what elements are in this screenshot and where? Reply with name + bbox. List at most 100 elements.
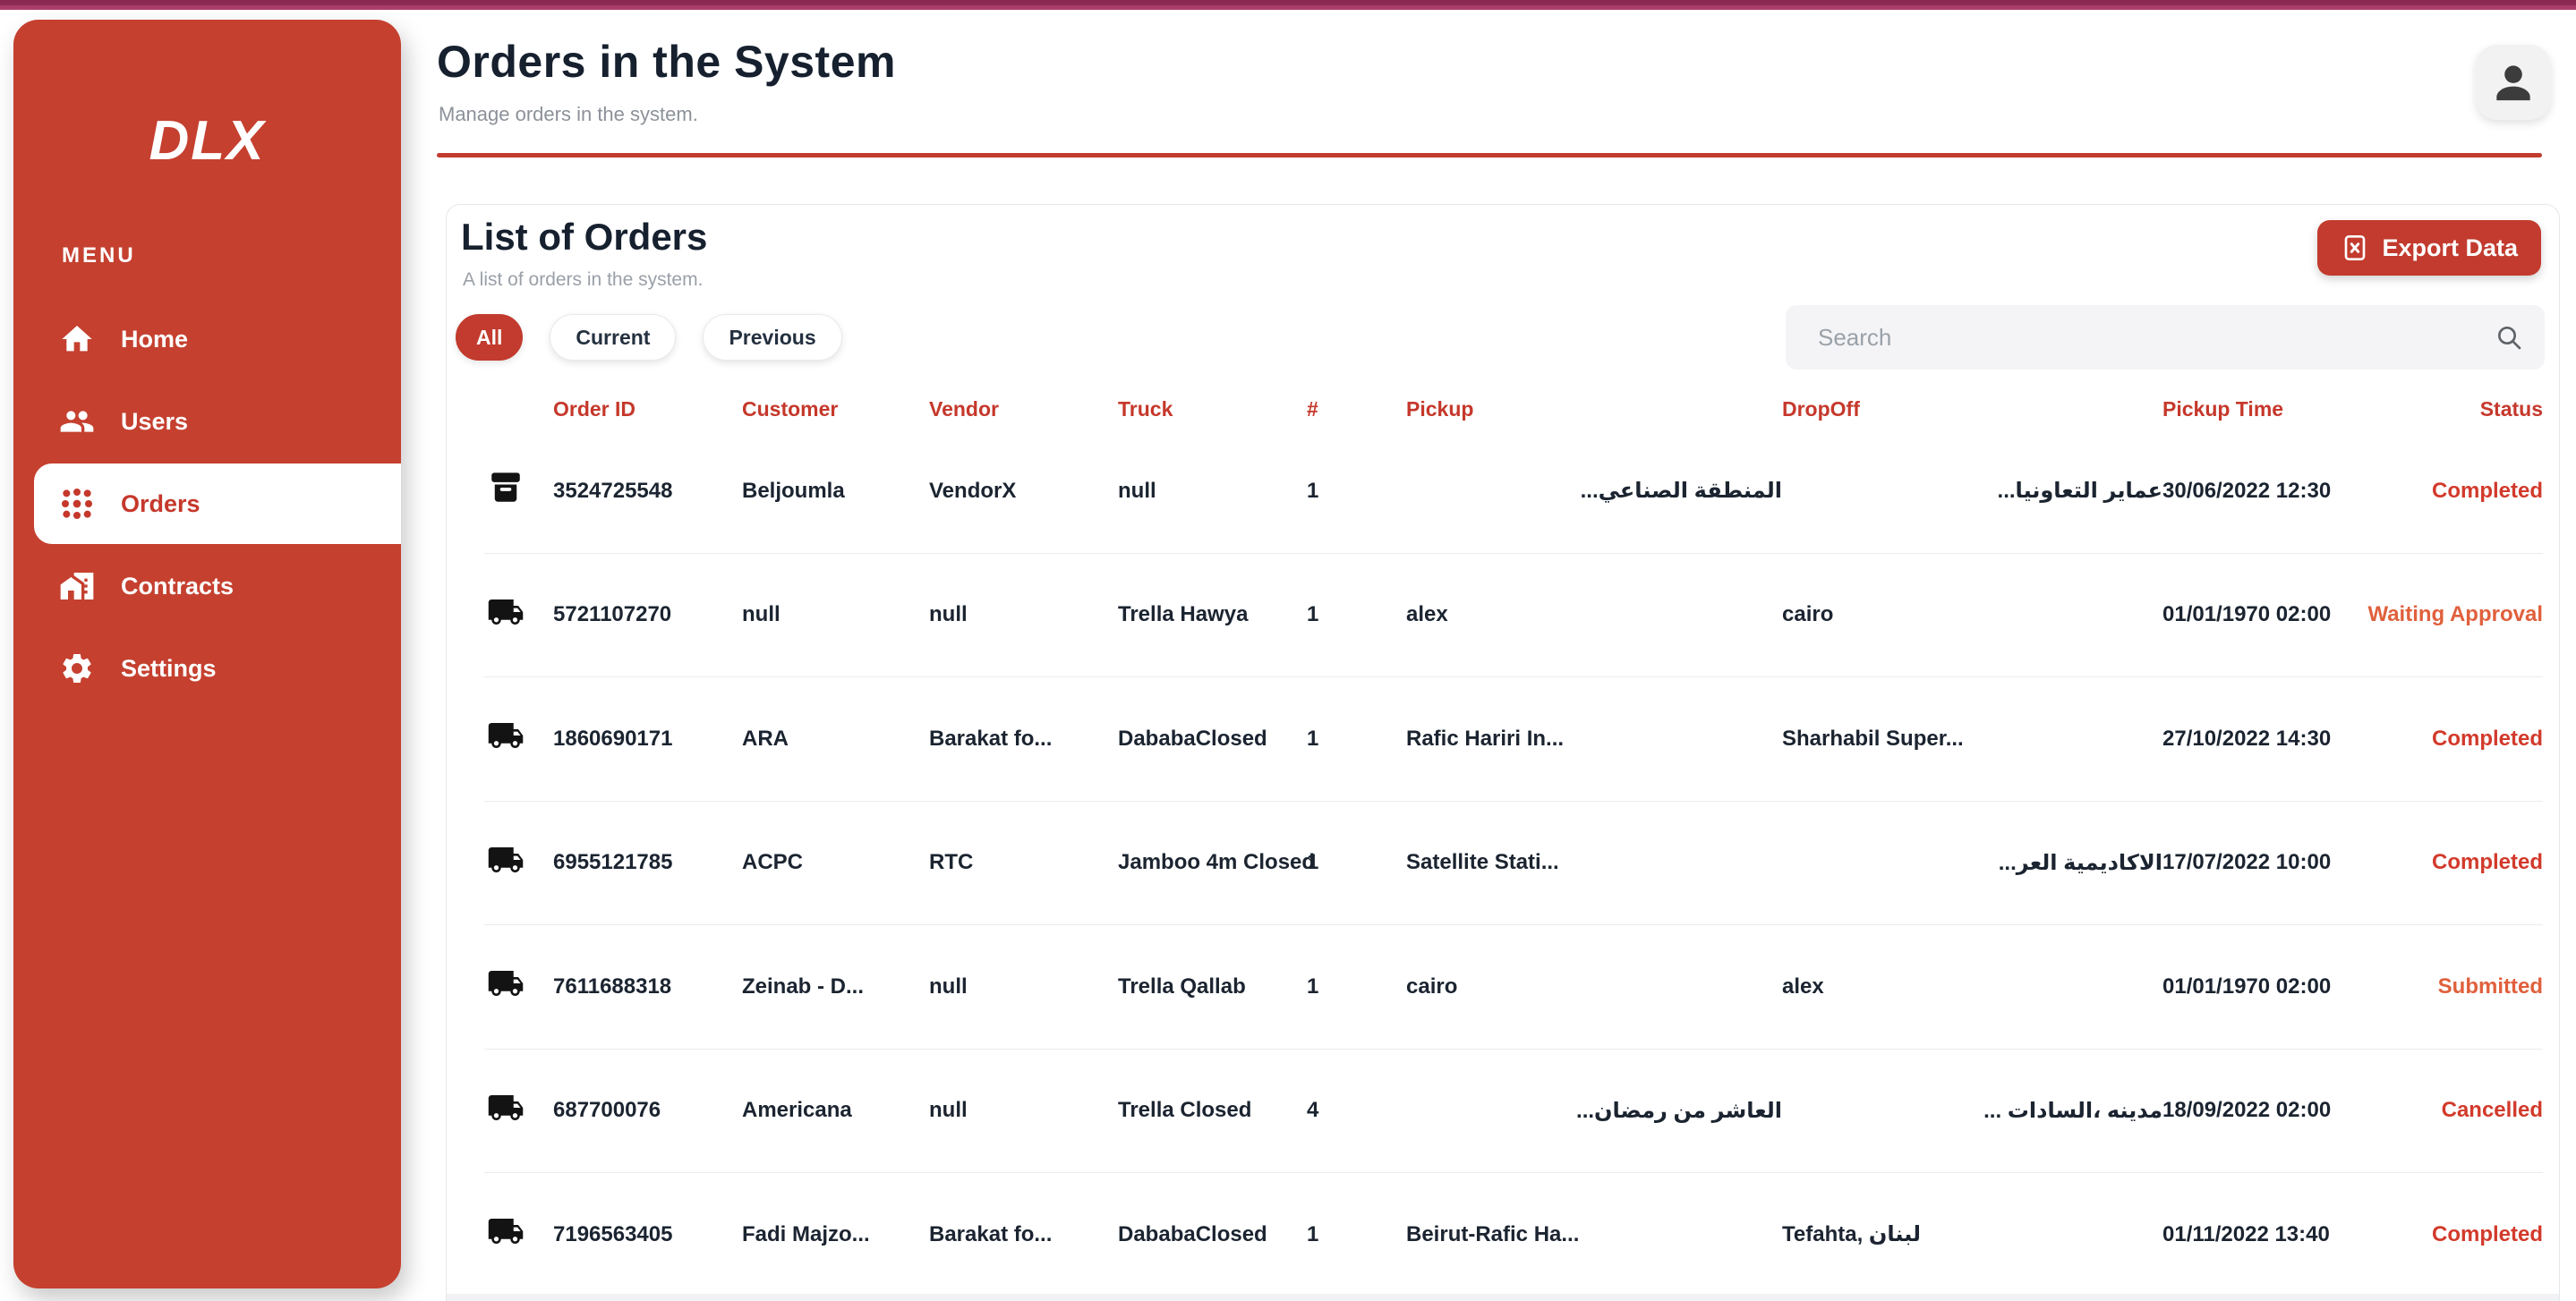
sidebar-item-label: Home xyxy=(121,325,189,353)
cell-qty: 4 xyxy=(1307,1098,1319,1123)
person-icon xyxy=(2496,65,2530,101)
cell-order_id: 7611688318 xyxy=(553,974,672,999)
filter-chip-previous[interactable]: Previous xyxy=(703,314,842,361)
cell-qty: 1 xyxy=(1307,726,1319,751)
table-row[interactable]: 7611688318 Zeinab - D... null Trella Qallab… xyxy=(484,925,2543,1050)
sidebar-item-users[interactable]: Users xyxy=(13,381,401,462)
cell-vendor: null xyxy=(929,1098,968,1123)
export-data-button[interactable]: Export Data xyxy=(2317,220,2541,276)
cell-truck: DababaClosed xyxy=(1118,1221,1267,1246)
cell-order_id: 1860690171 xyxy=(553,726,673,751)
cell-dropoff: Sharhabil Super... xyxy=(1782,726,1964,751)
card-subtitle: A list of orders in the system. xyxy=(463,269,704,290)
filter-chip-all[interactable]: All xyxy=(456,314,524,361)
cell-pickup_time: 01/01/1970 02:00 xyxy=(2162,974,2332,999)
cell-pickup_time: 17/07/2022 10:00 xyxy=(2162,850,2332,875)
cell-dropoff: Tefahta, لبنان xyxy=(1782,1222,1922,1247)
orders-icon xyxy=(58,485,96,523)
package-icon xyxy=(484,469,553,513)
filter-chips: All Current Previous xyxy=(456,314,842,361)
cell-qty: 1 xyxy=(1307,478,1319,503)
cell-customer: Fadi Majzo... xyxy=(742,1221,870,1246)
cell-status: Completed xyxy=(2431,1221,2543,1246)
menu-section-label: MENU xyxy=(62,243,136,268)
cell-pickup: Rafic Hariri In... xyxy=(1406,726,1565,751)
sidebar-item-label: Contracts xyxy=(121,572,235,599)
col-header-truck: Truck xyxy=(1118,396,1173,421)
truck-icon xyxy=(484,1212,553,1256)
filter-chip-current[interactable]: Current xyxy=(550,314,677,361)
table-row[interactable]: 5721107270 null null Trella Hawya 1 alex cairo… xyxy=(484,554,2543,677)
brand-logo: DLX xyxy=(149,110,266,172)
card-title: List of Orders xyxy=(461,216,708,258)
cell-pickup: Satellite Stati... xyxy=(1406,850,1559,875)
page-title: Orders in the System xyxy=(437,37,896,87)
table-row[interactable]: 3524725548 Beljoumla VendorX null 1 المنطقة ا… xyxy=(484,429,2543,554)
export-data-label: Export Data xyxy=(2382,234,2518,261)
cell-order_id: 3524725548 xyxy=(553,478,673,503)
table-row[interactable]: 7196563405 Fadi Majzo... Barakat fo... Daba… xyxy=(484,1173,2543,1297)
sidebar-item-orders[interactable]: Orders xyxy=(34,463,401,544)
table-header-row: Order ID Customer Vendor Truck # Pickup DropOf… xyxy=(484,388,2543,429)
cell-customer: Beljoumla xyxy=(742,478,845,503)
top-accent-bar xyxy=(0,0,2576,10)
cell-order_id: 5721107270 xyxy=(553,602,672,627)
cell-pickup_time: 27/10/2022 14:30 xyxy=(2162,726,2332,751)
table-body: 3524725548 Beljoumla VendorX null 1 المنطقة ا… xyxy=(484,429,2543,1297)
table-row[interactable]: 6955121785 ACPC RTC Jamboo 4m Closed 1 Satell… xyxy=(484,802,2543,925)
cell-qty: 1 xyxy=(1307,602,1319,627)
cell-status: Waiting Approval xyxy=(2367,602,2543,627)
contracts-icon xyxy=(58,567,96,605)
cell-truck: DababaClosed xyxy=(1118,726,1267,751)
user-avatar-button[interactable] xyxy=(2476,45,2551,120)
cell-dropoff: cairo xyxy=(1782,602,1834,627)
cell-dropoff: عماير التعاونيا... xyxy=(1997,479,2162,504)
cell-status: Completed xyxy=(2431,726,2543,751)
cell-pickup: العاشر من رمضان... xyxy=(1576,1098,1782,1123)
cell-customer: Americana xyxy=(742,1098,852,1123)
col-header-dropoff: DropOff xyxy=(1782,396,1860,421)
cell-order_id: 6955121785 xyxy=(553,850,673,875)
cell-qty: 1 xyxy=(1307,1221,1319,1246)
sidebar-item-label: Orders xyxy=(121,489,200,517)
col-header-pickup: Pickup xyxy=(1406,396,1474,421)
orders-card: List of Orders A list of orders in the s… xyxy=(446,204,2560,1301)
cell-status: Submitted xyxy=(2437,974,2543,999)
home-icon xyxy=(58,320,96,358)
sidebar-menu: Home Users Orders Contracts Settings xyxy=(13,299,401,709)
settings-icon xyxy=(58,650,96,687)
cell-customer: ARA xyxy=(742,726,789,751)
page-subtitle: Manage orders in the system. xyxy=(439,103,698,125)
cell-status: Completed xyxy=(2431,478,2543,503)
search-icon[interactable] xyxy=(2495,323,2523,352)
truck-icon xyxy=(484,717,553,761)
sidebar: DLX MENU Home Users Orders Contracts Set… xyxy=(13,20,401,1288)
search-box xyxy=(1786,305,2545,370)
cell-qty: 1 xyxy=(1307,850,1319,875)
cell-customer: null xyxy=(742,602,780,627)
cell-dropoff: alex xyxy=(1782,974,1824,999)
sidebar-item-home[interactable]: Home xyxy=(13,299,401,379)
sidebar-item-contracts[interactable]: Contracts xyxy=(13,546,401,626)
cell-order_id: 687700076 xyxy=(553,1098,661,1123)
cell-qty: 1 xyxy=(1307,974,1319,999)
truck-icon xyxy=(484,1089,553,1133)
table-row[interactable]: 687700076 Americana null Trella Closed 4 العا… xyxy=(484,1050,2543,1173)
cell-dropoff: الاكاديمية العر... xyxy=(1998,850,2162,875)
col-header-status: Status xyxy=(2479,396,2543,421)
orders-table: Order ID Customer Vendor Truck # Pickup DropOf… xyxy=(484,388,2543,1297)
col-header-vendor: Vendor xyxy=(929,396,999,421)
col-header-pickup-time: Pickup Time xyxy=(2162,396,2284,421)
cell-truck: Jamboo 4m Closed xyxy=(1118,850,1316,875)
cell-vendor: RTC xyxy=(929,850,974,875)
cell-dropoff: مدينه ،السادات ... xyxy=(1983,1098,2162,1123)
cell-pickup_time: 30/06/2022 12:30 xyxy=(2162,478,2332,503)
cell-vendor: Barakat fo... xyxy=(929,1221,1053,1246)
search-input[interactable] xyxy=(1786,305,2545,370)
cell-vendor: null xyxy=(929,602,968,627)
sidebar-item-settings[interactable]: Settings xyxy=(13,628,401,709)
table-row[interactable]: 1860690171 ARA Barakat fo... DababaClosed 1 R… xyxy=(484,677,2543,802)
truck-icon xyxy=(484,965,553,1008)
truck-icon xyxy=(484,841,553,885)
